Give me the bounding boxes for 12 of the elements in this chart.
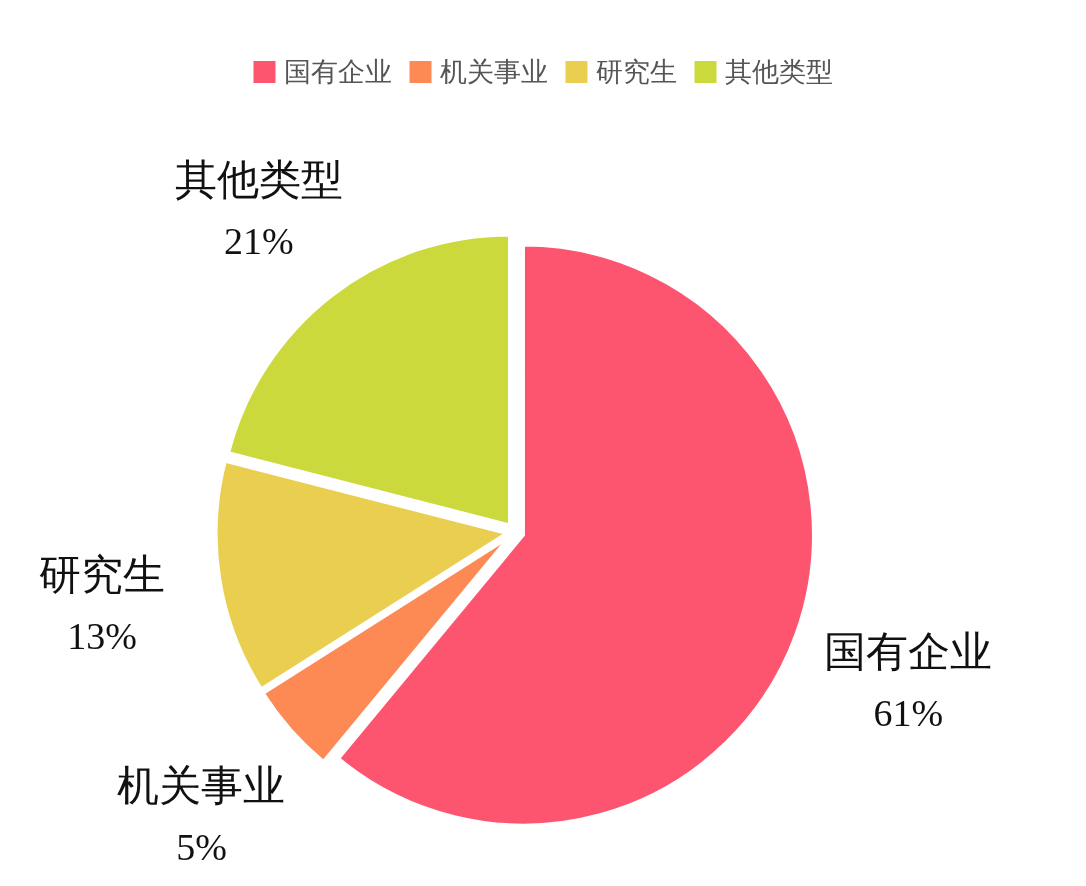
data-label: 5% <box>176 826 227 869</box>
slice-label: 国有企业 <box>824 628 993 675</box>
data-label: 21% <box>223 219 294 262</box>
slice-label: 研究生 <box>39 552 166 599</box>
slice-label: 其他类型 <box>174 156 343 203</box>
legend-label: 其他类型 <box>724 56 833 87</box>
legend-label: 国有企业 <box>283 56 392 87</box>
legend-label: 机关事业 <box>439 56 548 87</box>
data-label: 61% <box>873 691 944 734</box>
slice-label: 机关事业 <box>117 763 286 810</box>
data-label: 13% <box>67 615 137 658</box>
legend-label: 研究生 <box>595 56 677 87</box>
